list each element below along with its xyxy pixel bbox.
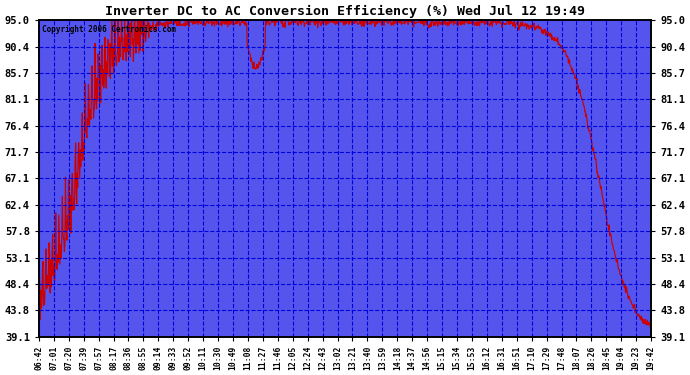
Text: Copyright 2006 Certronics.com: Copyright 2006 Certronics.com (42, 25, 176, 34)
Title: Inverter DC to AC Conversion Efficiency (%) Wed Jul 12 19:49: Inverter DC to AC Conversion Efficiency … (105, 5, 585, 18)
